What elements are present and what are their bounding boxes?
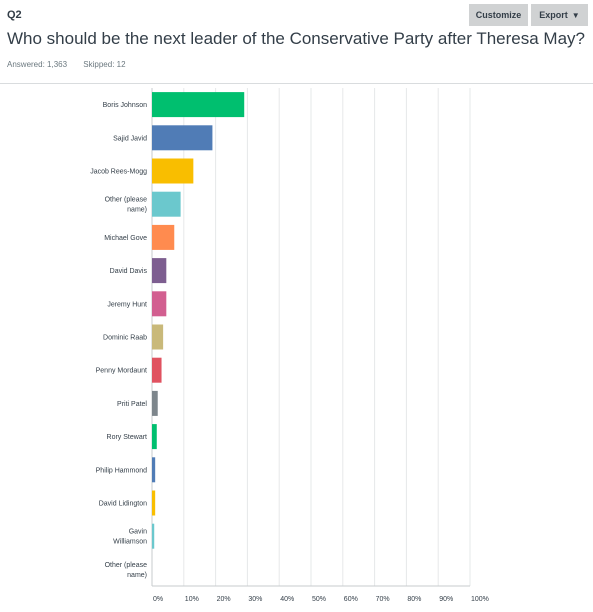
category-label-line: Priti Patel [117,401,147,408]
category-label: Penny Mordaunt [96,368,147,375]
category-label-line: Williamson [113,539,147,546]
category-label: Michael Gove [104,235,147,242]
bar [152,324,164,350]
category-label-line: David Davis [110,268,148,275]
category-label-line: Jeremy Hunt [107,301,147,308]
category-label-line: Sajid Javid [113,135,147,142]
category-label: Jacob Rees-Mogg [90,169,147,176]
category-label-line: David Lidington [99,501,147,508]
bar [152,390,158,416]
category-label: Priti Patel [117,401,147,408]
category-label: Other (please name) [105,562,148,579]
category-label-line: Dominic Raab [103,335,147,342]
x-tick-label: 20% [217,596,231,603]
export-label: Export [539,10,568,20]
bar [152,424,157,450]
category-label: Jeremy Hunt [107,301,147,308]
bar [152,224,175,250]
bar [152,125,213,151]
category-label: Boris Johnson [103,102,147,109]
category-label-line: name) [127,572,147,579]
x-tick-label: 10% [185,596,199,603]
customize-button[interactable]: Customize [469,4,528,26]
question-title: Who should be the next leader of the Con… [7,29,585,48]
category-label: Other (please name) [105,197,148,214]
question-number: Q2 [7,9,22,21]
category-label-line: Philip Hammond [96,467,147,474]
bar [152,357,162,383]
x-tick-label: 90% [439,596,453,603]
skipped-count: Skipped: 12 [83,60,126,69]
category-label-line: Other (please [105,562,148,569]
category-label: Gavin Williamson [113,529,147,546]
x-tick-label: 100% [471,596,489,603]
bar [152,258,167,284]
answered-count: Answered: 1,363 [7,60,68,69]
x-tick-label: 40% [280,596,294,603]
bar [152,92,245,118]
category-label-line: Jacob Rees-Mogg [90,169,147,176]
bar [152,191,181,217]
category-label: David Davis [110,268,148,275]
category-label-line: Michael Gove [104,235,147,242]
category-label-line: Rory Stewart [107,434,148,441]
category-label-line: Gavin [129,529,147,536]
x-tick-label: 80% [407,596,421,603]
category-label-line: Penny Mordaunt [96,368,147,375]
category-label-line: Other (please [105,197,148,204]
response-stats: Answered: 1,363 Skipped: 12 [7,60,140,69]
bar [152,457,156,483]
category-label: Philip Hammond [96,467,147,474]
category-label: Dominic Raab [103,335,147,342]
bar-chart: Boris Johnson Sajid Javid Jacob Rees-Mogg O… [90,88,489,603]
bar [152,523,155,549]
caret-down-icon: ▼ [571,10,580,20]
category-label-line: Boris Johnson [103,102,147,109]
x-tick-label: 70% [376,596,390,603]
category-label: Sajid Javid [113,135,147,142]
header-divider [0,83,593,84]
x-tick-label: 50% [312,596,326,603]
export-button[interactable]: Export ▼ [531,4,588,26]
category-label: David Lidington [99,501,147,508]
category-label-line: name) [127,207,147,214]
x-tick-label: 30% [248,596,262,603]
x-tick-label: 60% [344,596,358,603]
bar [152,291,167,317]
bar [152,490,156,516]
category-label: Rory Stewart [107,434,148,441]
x-tick-label: 0% [153,596,163,603]
bar [152,158,194,184]
